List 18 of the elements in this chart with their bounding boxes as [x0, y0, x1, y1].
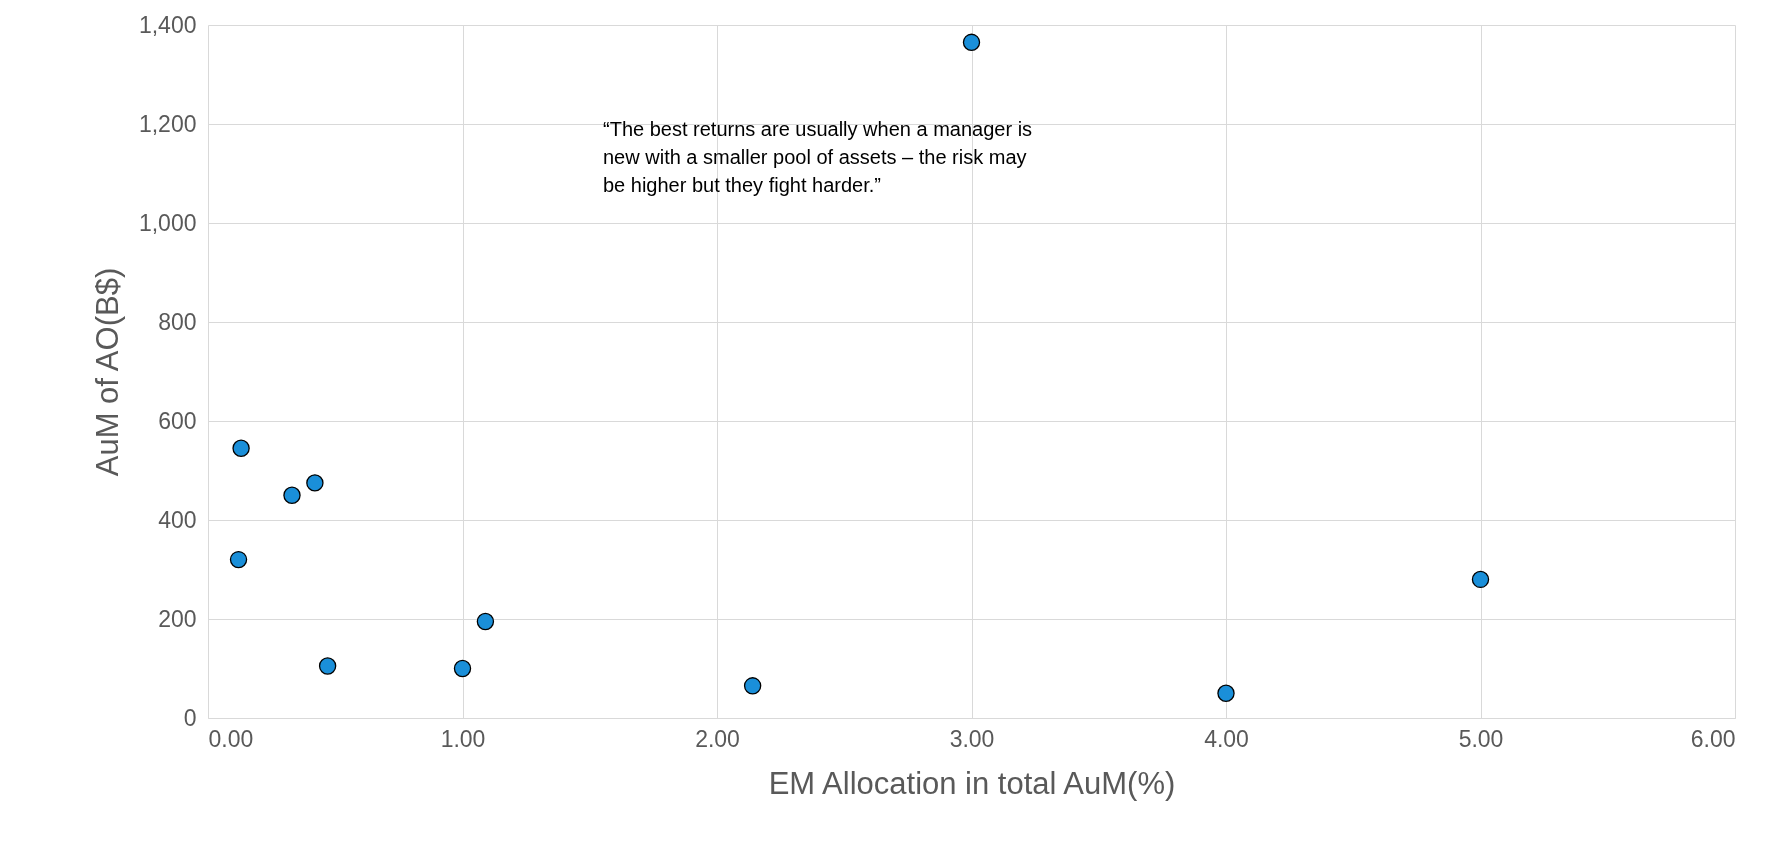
x-axis-title: EM Allocation in total AuM(%)	[768, 765, 1176, 801]
x-tick-label: 6.00	[1690, 725, 1736, 752]
x-tick-label: 3.00	[949, 725, 995, 752]
y-axis-title: AuM of AO(B$)	[89, 267, 125, 477]
y-tick-label: 800	[158, 308, 197, 335]
y-tick-label: 1,400	[138, 11, 197, 38]
y-tick-label: 1,200	[138, 110, 197, 137]
y-tick-label: 200	[158, 605, 197, 632]
x-tick-label: 1.00	[440, 725, 486, 752]
y-tick-label: 600	[158, 407, 197, 434]
y-tick-label: 0	[183, 704, 197, 731]
x-tick-label: 5.00	[1458, 725, 1504, 752]
x-tick-label: 4.00	[1204, 725, 1249, 752]
y-tick-label: 1,000	[138, 209, 197, 236]
x-tick-label: 2.00	[695, 725, 740, 752]
y-tick-label: 400	[158, 506, 197, 533]
x-tick-label: 0.00	[208, 725, 254, 752]
annotation: “The best returns are usually when a manager is new with a smaller pool of assets – the risk may be higher but they fight harder.”	[603, 118, 1033, 196]
